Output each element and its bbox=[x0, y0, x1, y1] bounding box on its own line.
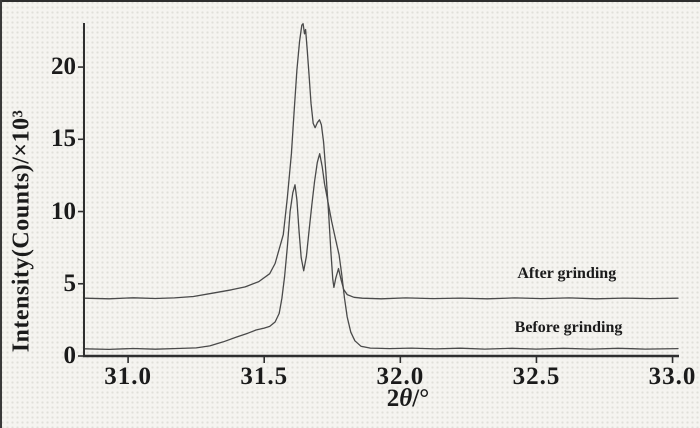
y-tick-label: 10 bbox=[51, 197, 76, 225]
after-grinding-label: After grinding bbox=[517, 265, 617, 283]
x-axis-title-number: 2 bbox=[386, 385, 400, 412]
after-grinding-curve bbox=[84, 23, 679, 300]
figure-top-border bbox=[0, 0, 700, 2]
x-tick-label: 33.0 bbox=[648, 363, 697, 390]
y-tick-label: 5 bbox=[63, 269, 77, 297]
x-tick-label: 32.5 bbox=[512, 363, 561, 390]
y-tick-label: 0 bbox=[63, 342, 77, 369]
x-axis-title-unit: /° bbox=[412, 385, 430, 412]
figure-left-border bbox=[0, 0, 2, 428]
x-tick-label: 32.0 bbox=[376, 363, 425, 390]
y-tick-label: 20 bbox=[51, 53, 76, 81]
theta-symbol: θ bbox=[399, 385, 413, 412]
y-tick-label: 15 bbox=[51, 125, 76, 153]
x-tick-label: 31.0 bbox=[104, 363, 152, 390]
before-grinding-curve bbox=[84, 153, 679, 351]
before-grinding-label: Before grinding bbox=[514, 318, 623, 336]
x-axis-title: 2θ/° bbox=[387, 385, 429, 413]
x-tick-label: 31.5 bbox=[240, 363, 289, 390]
